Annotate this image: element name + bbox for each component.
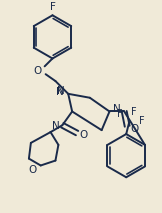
- Text: F: F: [50, 2, 55, 12]
- Text: N: N: [114, 104, 121, 114]
- Text: N: N: [57, 87, 64, 97]
- Text: N: N: [58, 86, 65, 96]
- Text: O: O: [130, 124, 138, 134]
- Text: F: F: [131, 108, 137, 118]
- Text: F: F: [116, 109, 122, 119]
- Text: N: N: [52, 121, 59, 131]
- Text: O: O: [34, 66, 42, 76]
- Text: F: F: [139, 116, 145, 126]
- Text: O: O: [29, 165, 37, 175]
- Text: O: O: [80, 130, 88, 140]
